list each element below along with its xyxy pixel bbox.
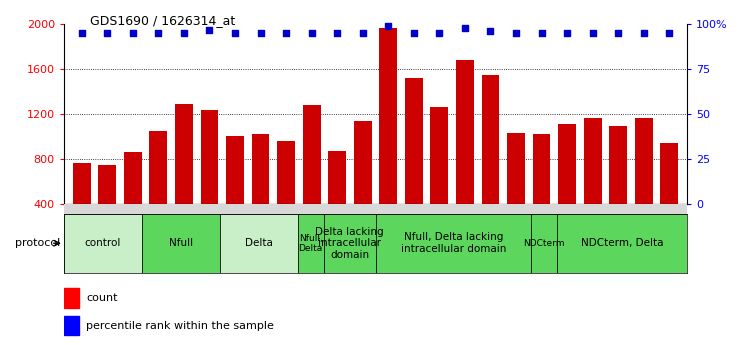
Point [587,30,599,36]
Bar [220,214,297,273]
Text: protocol: protocol [15,238,60,248]
Bar [481,75,499,248]
Bar [324,214,376,273]
Point [204,27,216,32]
Point [152,30,164,36]
Bar [98,166,116,248]
Text: Delta: Delta [245,238,273,248]
Bar [252,134,270,248]
Bar [226,136,244,248]
Point [561,30,573,36]
Point [535,30,547,36]
Bar [456,60,474,248]
Bar [609,126,627,248]
Bar [584,118,602,248]
Bar [507,133,525,248]
Point [331,30,343,36]
Point [638,30,650,36]
Point [433,30,445,36]
Text: NDCterm: NDCterm [523,239,565,248]
Bar [635,118,653,248]
Point [255,30,267,36]
Bar [660,143,678,248]
Point [612,30,624,36]
Bar [64,214,142,273]
Bar [558,124,576,248]
Text: Nfull, Delta lacking
intracellular domain: Nfull, Delta lacking intracellular domai… [401,233,506,254]
Text: NDCterm, Delta: NDCterm, Delta [581,238,663,248]
Text: Delta lacking
intracellular
domain: Delta lacking intracellular domain [315,227,384,260]
Point [484,29,496,34]
Point [127,30,139,36]
Bar [532,214,557,273]
Bar [328,151,346,248]
Point [306,30,318,36]
Point [76,30,88,36]
Point [408,30,420,36]
Bar [297,214,324,273]
Bar [532,134,550,248]
Bar [277,141,295,248]
Bar [64,288,80,308]
Bar [124,152,142,248]
Text: percentile rank within the sample: percentile rank within the sample [86,321,274,331]
Bar [354,121,372,248]
Text: count: count [86,293,117,303]
Text: GDS1690 / 1626314_at: GDS1690 / 1626314_at [90,14,235,27]
Point [382,23,394,29]
Bar [430,107,448,248]
Bar [149,131,167,248]
Bar [201,110,219,248]
Bar [405,78,423,248]
Text: Nfull,
Delta: Nfull, Delta [298,234,323,253]
Bar [376,214,532,273]
Bar [175,104,193,248]
Bar [557,214,687,273]
Text: Nfull: Nfull [169,238,193,248]
Point [357,30,369,36]
Point [229,30,241,36]
Point [663,30,675,36]
Point [510,30,522,36]
Bar [142,214,220,273]
Point [101,30,113,36]
Point [178,30,190,36]
Point [280,30,292,36]
Point [459,25,471,30]
Bar [303,105,321,248]
Text: control: control [85,238,121,248]
Bar [379,28,397,248]
Bar [64,316,80,335]
Bar [73,163,91,248]
